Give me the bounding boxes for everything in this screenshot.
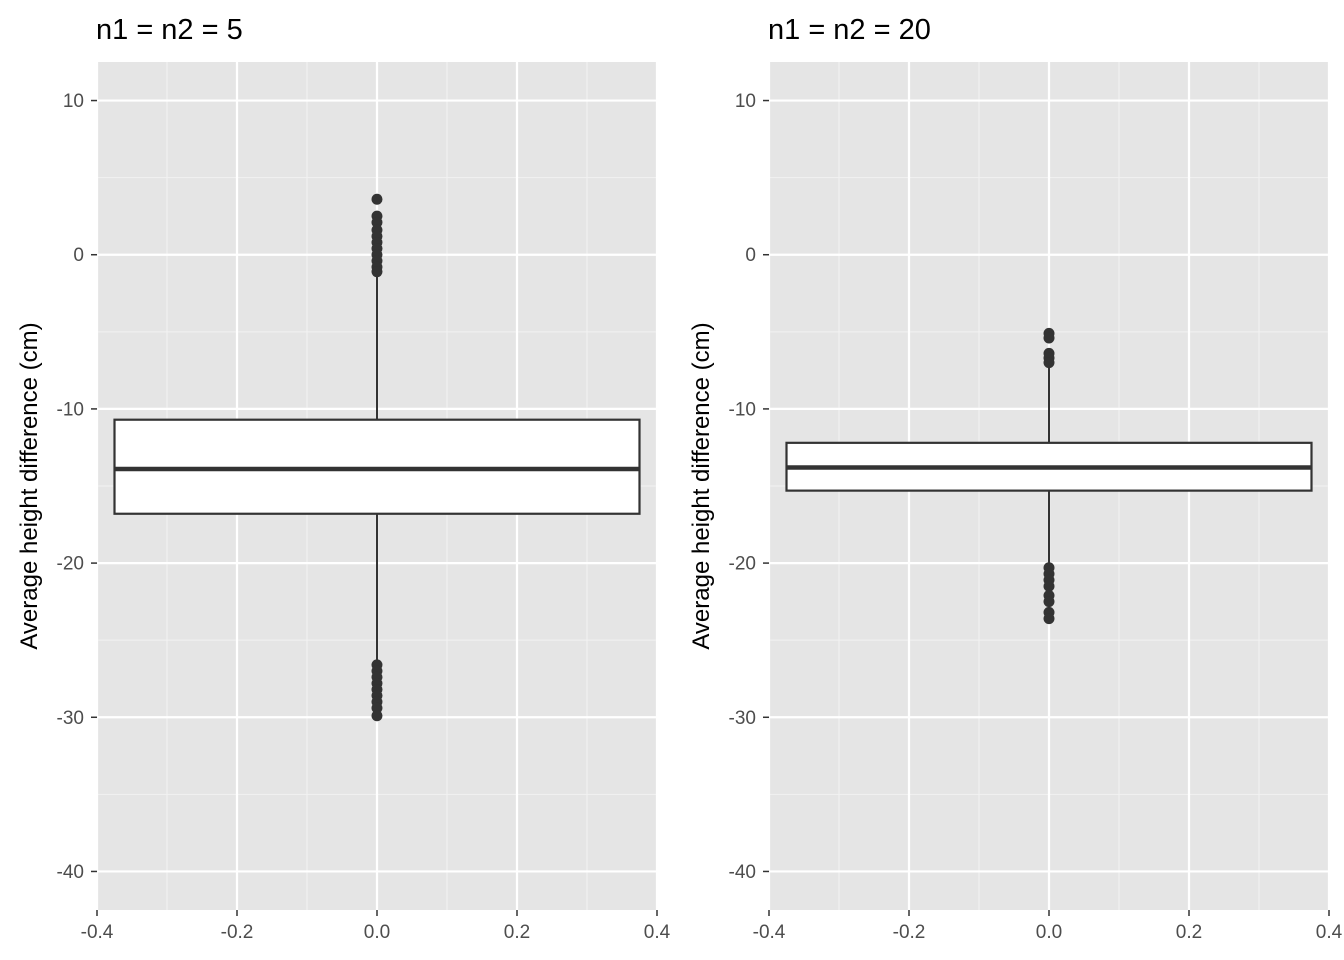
chart-title: n1 = n2 = 5	[96, 14, 243, 46]
x-tick-label: 0.4	[644, 922, 671, 943]
y-tick-label: 0	[73, 245, 84, 266]
outlier-point	[1043, 332, 1055, 344]
y-tick-label: -30	[729, 708, 756, 729]
y-tick-label: 0	[745, 245, 756, 266]
x-tick-label: -0.4	[753, 922, 786, 943]
y-tick-label: -10	[57, 399, 84, 420]
outlier-point	[371, 266, 383, 278]
outlier-point	[371, 193, 383, 205]
y-axis-label: Average height difference (cm)	[688, 322, 715, 649]
outlier-point	[1043, 357, 1055, 369]
outlier-point	[371, 216, 383, 228]
x-tick-label: 0.2	[1176, 922, 1202, 943]
x-tick-label: 0.2	[504, 922, 530, 943]
outlier-point	[1043, 580, 1055, 592]
y-axis-label: Average height difference (cm)	[16, 322, 43, 649]
y-tick-label: -40	[57, 862, 84, 883]
outlier-point	[371, 710, 383, 722]
y-tick-label: -30	[57, 708, 84, 729]
box-iqr	[113, 418, 641, 515]
outlier-point	[1043, 596, 1055, 608]
x-tick-label: -0.2	[893, 922, 926, 943]
x-tick-label: 0.4	[1316, 922, 1343, 943]
outlier-point	[371, 702, 383, 714]
outlier-point	[1043, 613, 1055, 625]
y-tick-label: -40	[729, 862, 756, 883]
chart-panel-2: -0.4 -0.2 0.0 0.2 0.4 -40 -30 -20 -10 0 10 Average …	[688, 14, 1343, 943]
y-tick-label: -10	[729, 399, 756, 420]
x-tick-label: -0.2	[221, 922, 254, 943]
x-tick-label: 0.0	[364, 922, 390, 943]
y-tick-label: 10	[63, 91, 84, 112]
y-tick-label: -20	[57, 554, 84, 575]
y-tick-label: 10	[735, 91, 756, 112]
chart-title: n1 = n2 = 20	[768, 14, 931, 46]
y-tick-label: -20	[729, 554, 756, 575]
chart-panel-1: -0.4 -0.2 0.0 0.2 0.4 -40 -30 -20 -10 0 10 Average …	[16, 14, 671, 943]
x-tick-label: 0.0	[1036, 922, 1062, 943]
x-tick-label: -0.4	[81, 922, 114, 943]
